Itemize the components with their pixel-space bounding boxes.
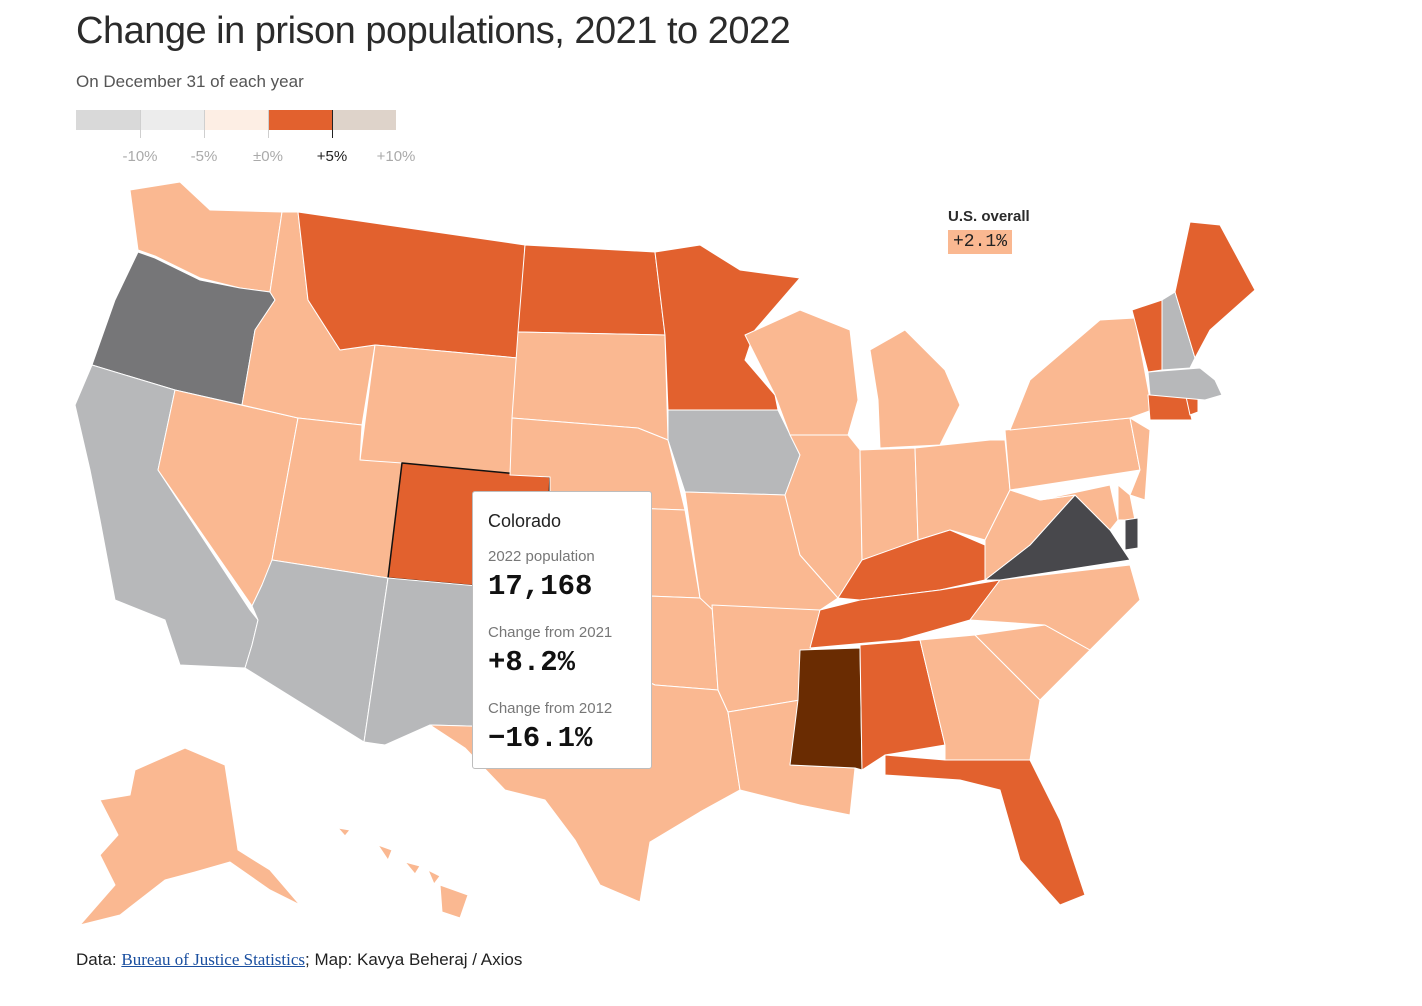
state-wisconsin[interactable]	[744, 309, 859, 436]
state-iowa[interactable]	[667, 409, 801, 496]
legend-label-2: -5%	[190, 148, 218, 165]
state-michigan[interactable]	[869, 329, 961, 449]
state-california[interactable]	[74, 364, 259, 669]
chart-subtitle: On December 31 of each year	[76, 72, 304, 91]
state-massachusetts[interactable]	[1147, 367, 1223, 401]
state-minnesota[interactable]	[654, 244, 801, 411]
legend-label-3: ±0%	[253, 148, 283, 165]
state-mississippi[interactable]	[789, 647, 863, 771]
legend-label-1: -10%	[122, 148, 158, 165]
legend-swatch-2	[140, 110, 204, 130]
state-maryland[interactable]	[1039, 484, 1119, 531]
state-maine[interactable]	[1174, 221, 1256, 359]
footer-data-prefix: Data:	[76, 950, 122, 969]
footer-credit: ; Map: Kavya Beheraj / Axios	[305, 950, 523, 969]
us-overall-callout: U.S. overall +2.1%	[948, 208, 1030, 254]
legend-label-5: +10%	[376, 148, 416, 165]
legend-swatch-1	[76, 110, 140, 130]
legend-swatch-4	[268, 110, 332, 130]
legend-tick-4	[332, 110, 333, 138]
state-florida[interactable]	[884, 754, 1086, 906]
legend-tick-1	[140, 110, 141, 138]
legend-swatch-3	[204, 110, 268, 130]
tooltip-change-2012-label: Change from 2012	[488, 700, 613, 717]
state-tooltip: Colorado 2022 population 17,168 Change f…	[472, 491, 652, 769]
us-overall-value: +2.1%	[948, 230, 1013, 254]
state-north-dakota[interactable]	[517, 244, 666, 336]
chart-title: Change in prison populations, 2021 to 20…	[76, 10, 791, 52]
legend-swatch-5	[332, 110, 396, 130]
tooltip-population-value: 17,168	[488, 570, 593, 603]
tooltip-change-2021-value: +8.2%	[488, 646, 576, 679]
color-legend: -10% -5% ±0% +5% +10%	[76, 110, 466, 180]
source-link[interactable]: Bureau of Justice Statistics	[121, 950, 306, 969]
state-alaska[interactable]	[79, 747, 301, 926]
state-wyoming[interactable]	[359, 344, 519, 476]
legend-label-4: +5%	[316, 148, 348, 165]
state-montana[interactable]	[297, 211, 526, 359]
tooltip-state-name: Colorado	[488, 511, 562, 531]
state-dc[interactable]	[1124, 517, 1139, 551]
tooltip-change-2012-value: −16.1%	[488, 722, 593, 755]
legend-bar	[76, 110, 396, 130]
legend-tick-3	[268, 110, 269, 138]
state-arizona[interactable]	[244, 559, 389, 743]
tooltip-change-2021-label: Change from 2021	[488, 624, 613, 641]
state-alabama[interactable]	[859, 639, 946, 771]
state-new-hampshire[interactable]	[1161, 291, 1196, 371]
state-new-york[interactable]	[1009, 317, 1153, 431]
state-hawaii[interactable]	[337, 827, 469, 919]
legend-tick-2	[204, 110, 205, 138]
state-new-jersey[interactable]	[1129, 417, 1151, 501]
us-overall-label: U.S. overall	[948, 208, 1030, 225]
source-footer: Data: Bureau of Justice Statistics; Map:…	[76, 950, 522, 970]
tooltip-population-label: 2022 population	[488, 548, 595, 565]
state-north-carolina[interactable]	[969, 564, 1141, 651]
